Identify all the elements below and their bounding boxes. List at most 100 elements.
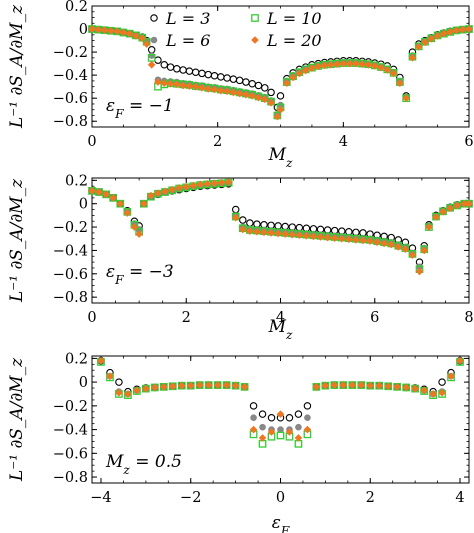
series-l20 (88, 178, 473, 276)
data-point (261, 84, 269, 92)
data-point (285, 428, 294, 436)
data-point (213, 381, 222, 389)
y-tick-label: −0.6 (53, 446, 88, 462)
data-point (295, 423, 302, 431)
data-point (198, 84, 206, 92)
data-point (387, 240, 396, 249)
data-point (151, 383, 159, 392)
data-point (123, 209, 132, 217)
data-point (179, 66, 187, 74)
y-tick-label: −0.2 (53, 220, 88, 236)
data-point (401, 245, 410, 254)
data-point (383, 66, 392, 74)
data-point (204, 85, 213, 93)
data-point (185, 82, 194, 90)
data-point (224, 178, 233, 186)
data-point (119, 28, 128, 37)
data-point (294, 410, 303, 418)
data-point (267, 88, 275, 97)
y-axis-label: L⁻¹ ∂S_A/∂M_z (7, 178, 27, 303)
data-point (285, 413, 294, 422)
x-tick-label: 2 (366, 490, 375, 506)
data-point (258, 410, 267, 418)
data-point (330, 234, 339, 242)
data-point (223, 74, 231, 82)
data-point (267, 413, 276, 422)
data-point (154, 78, 162, 86)
data-point (345, 235, 353, 244)
data-point (312, 383, 321, 391)
data-point (217, 73, 225, 81)
data-point (97, 356, 105, 365)
panel-2: 0.2 0 −0.2 −0.4 −0.6 −0.8 0 2 4 6 8 Mz L⁻¹ ∂S_A/∂M_z… (7, 173, 474, 342)
data-point (140, 199, 148, 208)
data-point (115, 378, 123, 386)
data-point (348, 381, 357, 389)
data-point (438, 388, 446, 397)
data-point (168, 185, 176, 194)
data-point (375, 381, 384, 390)
series-l10 (97, 358, 464, 448)
legend-label: L = 20 (266, 31, 322, 50)
data-point (250, 414, 257, 422)
series-l20 (88, 25, 473, 121)
data-point (408, 251, 417, 259)
data-point (135, 230, 143, 238)
data-point (339, 381, 348, 389)
data-point (231, 381, 240, 390)
data-point (173, 65, 181, 73)
y-tick-label: 0 (79, 197, 88, 213)
panel-3: 0.2 0 −0.2 −0.4 −0.6 −0.8−4 −2 0 2 4 εF L⁻¹ ∂S_A/∂M… (7, 351, 470, 533)
data-point (294, 434, 303, 442)
data-point (380, 239, 388, 248)
data-point (439, 208, 447, 216)
data-point (132, 32, 140, 40)
data-point (295, 69, 304, 78)
data-point (222, 381, 231, 389)
data-point (249, 425, 258, 434)
data-point (402, 383, 410, 392)
data-point (198, 69, 206, 78)
legend: L = 3 L = 6 L = 10 L = 20 (150, 9, 322, 50)
x-tick-label: 6 (370, 310, 379, 326)
data-point (273, 112, 282, 121)
data-point (195, 381, 204, 389)
y-tick-label: −0.6 (53, 267, 88, 283)
data-point (115, 388, 123, 397)
data-point (301, 66, 310, 75)
y-tick-label: −0.2 (53, 45, 88, 61)
data-point (377, 63, 385, 72)
x-tick-label: 2 (213, 134, 222, 150)
data-point (446, 204, 454, 213)
legend-marker (251, 36, 259, 44)
legend-label: L = 6 (165, 31, 210, 50)
data-point (223, 87, 231, 96)
data-point (425, 223, 433, 231)
data-point (352, 59, 360, 68)
x-tick-label: −2 (180, 490, 201, 506)
data-point (168, 382, 177, 391)
data-point (231, 205, 240, 214)
x-axis-label: Mz (268, 145, 293, 170)
data-point (154, 56, 162, 64)
data-point (109, 194, 118, 202)
data-point (370, 62, 379, 70)
data-point (366, 381, 375, 390)
data-point (246, 219, 254, 227)
y-tick-label: −0.2 (53, 399, 88, 415)
data-point (421, 38, 429, 47)
data-point (366, 237, 374, 245)
data-point (267, 428, 276, 436)
data-point (277, 426, 284, 433)
x-tick-label: 0 (276, 490, 285, 506)
data-point (191, 82, 200, 91)
data-point (239, 216, 247, 224)
y-tick-label: 0 (79, 375, 88, 391)
data-point (254, 93, 263, 102)
data-point (130, 223, 139, 231)
x-tick-label: 6 (464, 134, 473, 150)
data-point (276, 105, 285, 114)
data-point (453, 201, 462, 210)
data-point (447, 372, 455, 380)
data-point (373, 238, 381, 247)
